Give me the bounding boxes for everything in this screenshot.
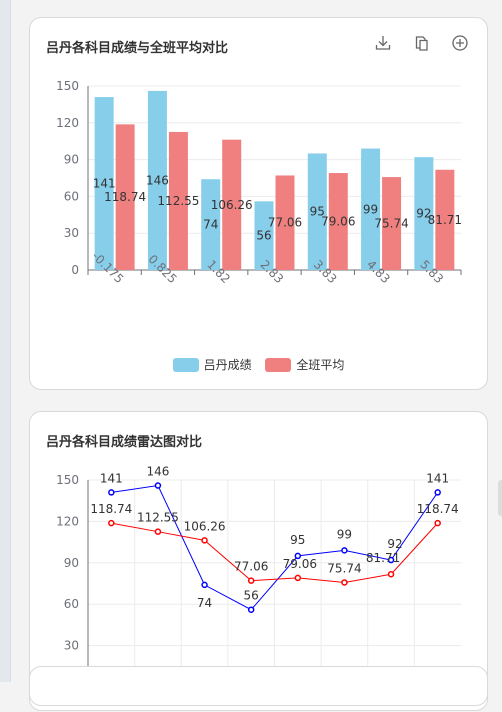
bar-value-label: 118.74	[104, 190, 146, 204]
zoom-in-icon[interactable]	[451, 34, 469, 52]
point-value-label: 99	[337, 527, 352, 541]
bar-chart-card: 吕丹各科目成绩与全班平均对比 0 30 60 90 120 150 141 118.74 -0.…	[29, 17, 488, 390]
data-point-student	[247, 606, 255, 613]
point-value-label: 79.06	[283, 557, 317, 571]
bar-value-label: 99	[363, 202, 378, 216]
point-value-label: 77.06	[234, 560, 268, 574]
radar-chart-title: 吕丹各科目成绩雷达图对比	[46, 435, 203, 450]
point-value-label: 74	[197, 596, 212, 610]
radar-chart-card: 吕丹各科目成绩雷达图对比 30 60 90 120 150 141 146 74 56 95 99 9…	[29, 411, 488, 711]
bar-value-label: 146	[146, 173, 169, 187]
bar-student	[201, 179, 221, 270]
data-point-student	[387, 556, 395, 564]
bar-average	[382, 177, 402, 270]
legend-item-average[interactable]: 全班平均	[265, 356, 344, 373]
bar-value-label: 141	[93, 177, 116, 191]
bar-average	[115, 124, 135, 270]
legend-label-average: 全班平均	[296, 358, 345, 372]
point-value-label: 95	[290, 533, 305, 547]
data-point-average	[201, 537, 208, 544]
bar-value-label: 56	[256, 229, 271, 243]
point-value-label: 106.26	[184, 519, 226, 533]
bar-value-label: 74	[203, 218, 218, 232]
series-line-student	[111, 484, 439, 611]
legend-swatch-average	[265, 357, 292, 372]
bar-chart-plot: 0306090120150141118.74-0.175146112.550.8…	[56, 79, 462, 286]
point-value-label: 81.71	[366, 551, 400, 565]
data-point-student	[294, 552, 302, 560]
bar-average	[328, 173, 348, 270]
legend-label-student: 吕丹成绩	[203, 358, 252, 372]
bar-value-label: 79.06	[321, 215, 355, 229]
y-tick-label: 30	[64, 639, 79, 653]
bar-student	[254, 201, 274, 270]
radar-chart-plot: 30 60 90 120 150 141 146 74 56 95 99 92 141 118.74 112…	[56, 465, 461, 687]
data-point-student	[434, 489, 441, 496]
bar-student	[414, 157, 434, 270]
y-tick-label: 90	[64, 556, 79, 570]
point-value-label: 56	[244, 589, 259, 603]
y-tick-label: 60	[64, 597, 79, 611]
y-tick-label: 150	[56, 473, 79, 487]
bar-value-label: 112.55	[157, 194, 199, 208]
point-value-label: 118.74	[417, 502, 459, 516]
bar-value-label: 81.71	[428, 213, 462, 227]
data-point-average	[434, 519, 441, 527]
bar-average	[435, 169, 455, 270]
y-tick-label: 120	[56, 116, 79, 130]
data-point-student	[154, 482, 162, 489]
legend-item-student[interactable]: 吕丹成绩	[172, 356, 252, 373]
bar-student	[307, 153, 327, 270]
data-point-student	[341, 547, 348, 554]
data-point-average	[154, 528, 162, 535]
left-sidebar-strip	[0, 0, 11, 682]
data-point-average	[387, 570, 395, 578]
bar-student	[361, 148, 381, 270]
third-chart-card	[29, 666, 488, 706]
bar-average	[275, 175, 295, 270]
data-point-student	[201, 581, 208, 589]
bar-average	[222, 139, 242, 270]
point-value-label: 92	[387, 537, 402, 551]
bar-value-label: 106.26	[211, 198, 253, 212]
point-value-label: 141	[100, 471, 123, 485]
point-value-label: 112.55	[137, 511, 179, 525]
data-point-student	[108, 489, 115, 496]
y-tick-label: 90	[64, 153, 79, 167]
bar-value-label: 75.74	[374, 217, 408, 231]
bar-value-label: 77.06	[268, 216, 302, 230]
point-value-label: 118.74	[90, 502, 132, 516]
point-value-label: 146	[146, 465, 169, 479]
data-point-average	[108, 519, 115, 527]
legend-swatch-student	[172, 357, 199, 372]
point-value-label: 141	[426, 471, 449, 485]
bar-student	[94, 97, 114, 270]
bar-value-label: 95	[310, 205, 325, 219]
y-tick-label: 0	[71, 263, 79, 277]
y-tick-label: 150	[56, 79, 79, 93]
data-point-average	[247, 577, 255, 584]
data-point-average	[341, 579, 348, 586]
data-point-average	[294, 574, 302, 582]
bar-chart-legend: 吕丹成绩 全班平均	[30, 356, 487, 375]
series-line-average	[111, 522, 439, 583]
y-tick-label: 30	[64, 226, 79, 240]
y-tick-label: 60	[64, 189, 79, 203]
download-icon[interactable]	[374, 34, 392, 52]
point-value-label: 75.74	[327, 561, 361, 575]
bar-average	[168, 131, 188, 270]
y-tick-label: 120	[56, 514, 79, 528]
bar-value-label: 92	[416, 207, 431, 221]
bar-student	[147, 90, 167, 270]
bar-chart-title: 吕丹各科目成绩与全班平均对比	[46, 41, 229, 56]
scroll-handle[interactable]	[498, 480, 502, 516]
copy-icon[interactable]	[413, 34, 431, 52]
